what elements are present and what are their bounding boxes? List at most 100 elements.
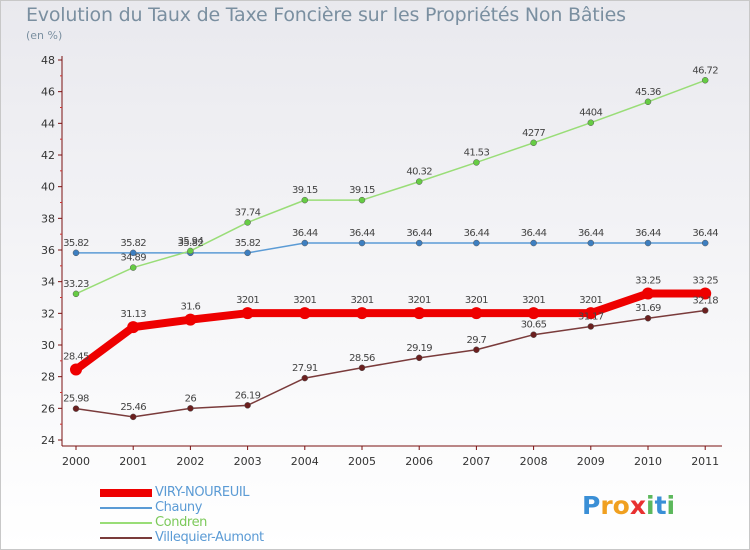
data-label-viry-noureuil: 31.13 — [120, 309, 146, 320]
legend-swatch-villequier-aumont — [100, 537, 152, 539]
data-label-condren: 34.89 — [120, 253, 146, 264]
y-tick-label: 46 — [41, 86, 55, 99]
y-tick-label: 42 — [41, 149, 55, 162]
legend-label-chauny: Chauny — [155, 500, 203, 515]
logo-letter: i — [646, 491, 655, 520]
logo-letter: o — [612, 491, 630, 520]
data-point-villequier-aumont — [473, 346, 480, 353]
series-line-condren — [75, 79, 706, 295]
data-point-chauny — [701, 239, 709, 247]
data-label-villequier-aumont: 27.91 — [292, 363, 318, 374]
data-label-villequier-aumont: 28.56 — [349, 353, 375, 364]
data-point-viry-noureuil — [584, 307, 597, 320]
legend-label-villequier-aumont: Villequier-Aumont — [155, 530, 264, 545]
logo-letter: x — [629, 491, 646, 520]
data-label-chauny: 36.44 — [406, 228, 432, 239]
data-label-condren: 45.36 — [635, 87, 661, 98]
data-point-chauny — [587, 239, 595, 247]
y-tick-label: 28 — [41, 371, 55, 384]
data-label-villequier-aumont: 29.19 — [406, 343, 432, 354]
data-point-condren — [72, 290, 80, 298]
data-label-viry-noureuil: 3201 — [408, 295, 431, 306]
data-point-villequier-aumont — [358, 364, 366, 372]
data-label-chauny: 36.44 — [292, 228, 318, 239]
data-label-villequier-aumont: 29.7 — [466, 335, 486, 346]
data-point-chauny — [301, 239, 309, 247]
data-point-condren — [415, 178, 423, 185]
y-tick-label: 32 — [41, 307, 55, 320]
x-tick-label: 2006 — [405, 455, 433, 468]
data-label-chauny: 35.82 — [178, 238, 204, 249]
data-point-viry-noureuil — [699, 287, 712, 300]
y-tick-label: 36 — [41, 244, 55, 257]
data-point-viry-noureuil — [184, 313, 197, 326]
data-label-viry-noureuil: 33.25 — [635, 276, 661, 287]
data-point-chauny — [129, 249, 137, 257]
chart-subtitle: (en %) — [26, 29, 63, 42]
y-tick-label: 40 — [41, 181, 55, 194]
x-tick-label: 2011 — [691, 455, 719, 468]
data-point-condren — [358, 196, 366, 204]
x-tick-label: 2009 — [577, 455, 605, 468]
data-label-villequier-aumont: 25.46 — [120, 402, 146, 413]
data-point-condren — [644, 98, 652, 106]
x-tick-label: 2001 — [119, 455, 147, 468]
data-point-condren — [301, 196, 309, 204]
data-point-viry-noureuil — [642, 287, 654, 300]
data-label-viry-noureuil: 33.25 — [692, 276, 718, 287]
x-tick-label: 2005 — [348, 455, 376, 468]
data-point-chauny — [244, 249, 251, 257]
data-point-condren — [473, 159, 480, 166]
data-point-villequier-aumont — [244, 402, 251, 409]
x-tick-label: 2003 — [234, 455, 262, 468]
data-point-villequier-aumont — [129, 413, 137, 421]
data-point-villequier-aumont — [72, 405, 80, 412]
data-point-condren — [244, 219, 251, 226]
data-label-chauny: 36.44 — [349, 228, 375, 239]
data-label-condren: 4277 — [522, 128, 545, 139]
proxiti-logo: Proxiti — [582, 491, 675, 520]
data-label-viry-noureuil: 3201 — [579, 295, 602, 306]
data-label-condren: 37.74 — [235, 207, 261, 218]
series-line-chauny — [75, 242, 706, 254]
legend-label-viry-noureuil: VIRY-NOUREUIL — [155, 485, 250, 500]
data-label-condren: 4404 — [579, 108, 602, 119]
x-tick-label: 2008 — [520, 455, 548, 468]
logo-letter: P — [582, 491, 601, 520]
data-label-viry-noureuil: 31.6 — [180, 302, 200, 313]
series-line-viry-noureuil — [72, 289, 710, 374]
data-label-chauny: 35.82 — [63, 238, 89, 249]
x-tick-label: 2010 — [634, 455, 662, 468]
x-tick-label: 2004 — [291, 455, 319, 468]
y-tick-label: 34 — [41, 276, 55, 289]
data-label-condren: 41.53 — [464, 147, 490, 158]
x-tick-label: 2007 — [462, 455, 490, 468]
data-point-chauny — [473, 239, 480, 247]
data-label-condren: 39.15 — [292, 185, 318, 196]
data-point-viry-noureuil — [241, 307, 254, 320]
data-point-villequier-aumont — [644, 314, 652, 322]
data-point-chauny — [644, 239, 652, 247]
data-point-villequier-aumont — [530, 331, 537, 338]
y-tick-label: 30 — [41, 339, 55, 352]
data-label-villequier-aumont: 26.19 — [235, 390, 261, 401]
data-point-condren — [587, 119, 595, 126]
data-label-condren: 33.23 — [63, 279, 89, 290]
legend-label-condren: Condren — [155, 515, 208, 530]
data-label-chauny: 36.44 — [692, 228, 718, 239]
data-point-condren — [701, 77, 709, 84]
data-point-viry-noureuil — [527, 307, 540, 320]
data-label-chauny: 36.44 — [635, 228, 661, 239]
data-point-chauny — [72, 249, 80, 257]
data-point-chauny — [415, 239, 423, 247]
y-tick-label: 48 — [41, 54, 55, 67]
legend-swatch-condren — [100, 522, 152, 524]
data-point-viry-noureuil — [298, 307, 311, 320]
data-label-villequier-aumont: 32.18 — [692, 295, 718, 306]
data-point-villequier-aumont — [187, 405, 194, 412]
data-label-villequier-aumont: 25.98 — [63, 394, 89, 405]
data-label-viry-noureuil: 3201 — [293, 295, 316, 306]
data-point-chauny — [358, 239, 366, 247]
data-point-viry-noureuil — [356, 307, 368, 320]
data-point-condren — [187, 247, 194, 255]
